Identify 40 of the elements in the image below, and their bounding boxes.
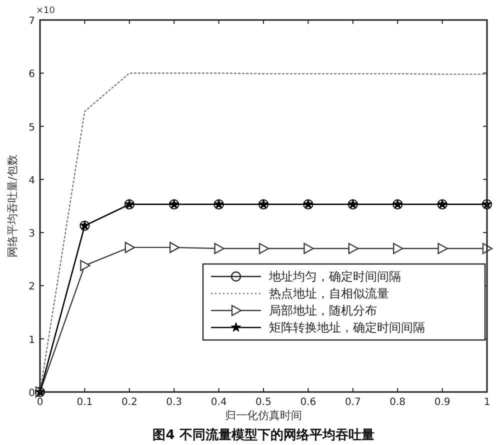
point: [438, 242, 448, 254]
x-tick-label: 0.9: [434, 397, 450, 408]
y-tick-label: 5: [28, 122, 35, 134]
point: [124, 242, 135, 254]
point: [393, 242, 404, 254]
y-tick-label: 0: [28, 388, 35, 399]
y-tick-label: 7: [28, 16, 35, 27]
point: [258, 242, 270, 254]
legend-item: 热点地址，自相似流量: [211, 286, 389, 300]
legend-item: 矩阵转换地址，确定时间间隔: [211, 320, 425, 334]
legend-label: 矩阵转换地址，确定时间间隔: [269, 320, 425, 334]
x-tick-label: 0.5: [256, 397, 272, 408]
x-tick-label: 0.4: [210, 397, 227, 408]
y-tick-label: 4: [28, 175, 35, 186]
legend-label: 地址均匀，确定时间间隔: [268, 270, 401, 284]
x-tick-label: 0.6: [300, 397, 316, 408]
legend-label: 热点地址，自相似流量: [269, 286, 389, 300]
y-tick-label: 6: [28, 69, 35, 80]
x-axis-title: 归一化仿真时间: [225, 409, 302, 422]
legend-item: 局部地址，随机分布: [211, 304, 377, 318]
legend-label: 局部地址，随机分布: [269, 304, 377, 318]
point: [80, 260, 90, 272]
x-tick-label: 0.7: [344, 397, 361, 408]
x-tick-label: 0.2: [121, 397, 138, 408]
x-tick-label: 0.3: [166, 397, 182, 408]
point: [170, 242, 180, 254]
point: [304, 242, 314, 254]
text: ×10: [36, 6, 56, 16]
x-tick-label: 1: [484, 397, 490, 408]
x-tick-label: 0.1: [76, 397, 93, 408]
y-tick-label: 1: [28, 334, 35, 346]
text: 图4 不同流量模型下的网络平均吞吐量: [152, 427, 374, 443]
legend-item: 地址均匀，确定时间间隔: [211, 270, 401, 284]
point: [214, 242, 224, 254]
x-tick-label: 0: [36, 397, 44, 408]
point: [348, 242, 358, 254]
y-tick-label: 3: [28, 228, 35, 240]
x-tick-label: 0.8: [390, 397, 406, 408]
y-axis-title: 网络平均吞吐量/包数: [6, 154, 19, 258]
y-tick-label: 2: [28, 282, 35, 293]
